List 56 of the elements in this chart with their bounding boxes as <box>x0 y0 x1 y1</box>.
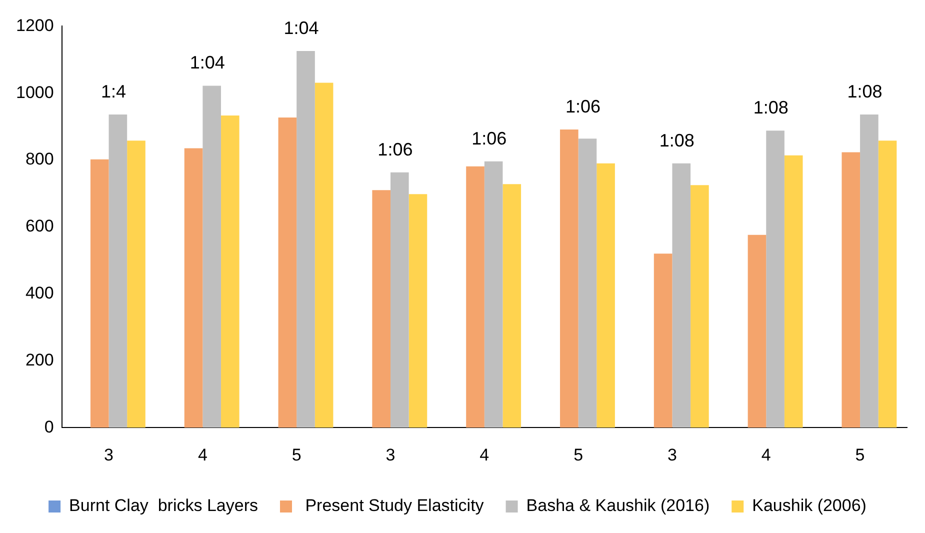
bar <box>466 166 484 428</box>
bar <box>484 161 503 428</box>
bar <box>690 185 709 428</box>
y-tick-label: 0 <box>44 417 54 436</box>
bar <box>314 82 334 428</box>
bar <box>748 234 766 428</box>
legend-label: Present Study Elasticity <box>300 496 484 516</box>
bar <box>672 163 691 428</box>
bar <box>202 86 221 428</box>
x-tick-label: 4 <box>198 445 208 464</box>
annotation: 1:06 <box>472 128 507 148</box>
bar <box>784 155 803 428</box>
y-tick-label: 400 <box>25 283 54 302</box>
x-tick-label: 4 <box>761 445 771 464</box>
bar <box>578 138 597 428</box>
bar <box>654 254 672 428</box>
y-tick-label: 800 <box>25 150 54 169</box>
x-tick-label: 3 <box>667 445 677 464</box>
bar <box>766 130 784 428</box>
bar <box>296 50 315 428</box>
bar <box>860 114 878 428</box>
annotation: 1:04 <box>190 52 225 73</box>
bar <box>184 148 203 428</box>
annotation: 1:04 <box>284 18 319 38</box>
bar <box>127 140 146 428</box>
bar <box>90 159 109 428</box>
annotation: 1:06 <box>565 96 601 117</box>
annotation: 1:08 <box>659 130 694 150</box>
bar <box>596 163 615 428</box>
x-tick-label: 4 <box>480 445 490 464</box>
legend-label: Basha & Kaushik (2016) <box>526 496 710 516</box>
annotation: 1:4 <box>100 81 126 102</box>
bar <box>502 184 522 428</box>
x-tick-label: 5 <box>292 445 302 464</box>
legend-label: Burnt Clay bricks Layers <box>69 496 258 516</box>
x-tick-label: 5 <box>574 445 584 464</box>
bar <box>408 194 428 428</box>
bar <box>842 152 860 428</box>
y-tick-label: 1000 <box>16 82 54 102</box>
bar <box>878 140 897 428</box>
y-tick-label: 1200 <box>16 16 54 35</box>
annotation: 1:08 <box>847 81 882 102</box>
bar <box>220 116 240 428</box>
y-tick-label: 200 <box>25 350 54 370</box>
legend-label: Kaushik (2006) <box>752 496 866 516</box>
bar <box>560 130 578 428</box>
annotation: 1:08 <box>753 98 788 118</box>
x-tick-label: 3 <box>104 445 114 464</box>
x-tick-label: 5 <box>855 445 865 464</box>
bar <box>278 118 297 428</box>
bar <box>108 114 128 428</box>
y-tick-label: 600 <box>25 216 54 236</box>
annotation: 1:06 <box>378 139 413 160</box>
x-tick-label: 3 <box>386 445 396 464</box>
bar <box>372 190 390 428</box>
bar <box>390 172 409 428</box>
